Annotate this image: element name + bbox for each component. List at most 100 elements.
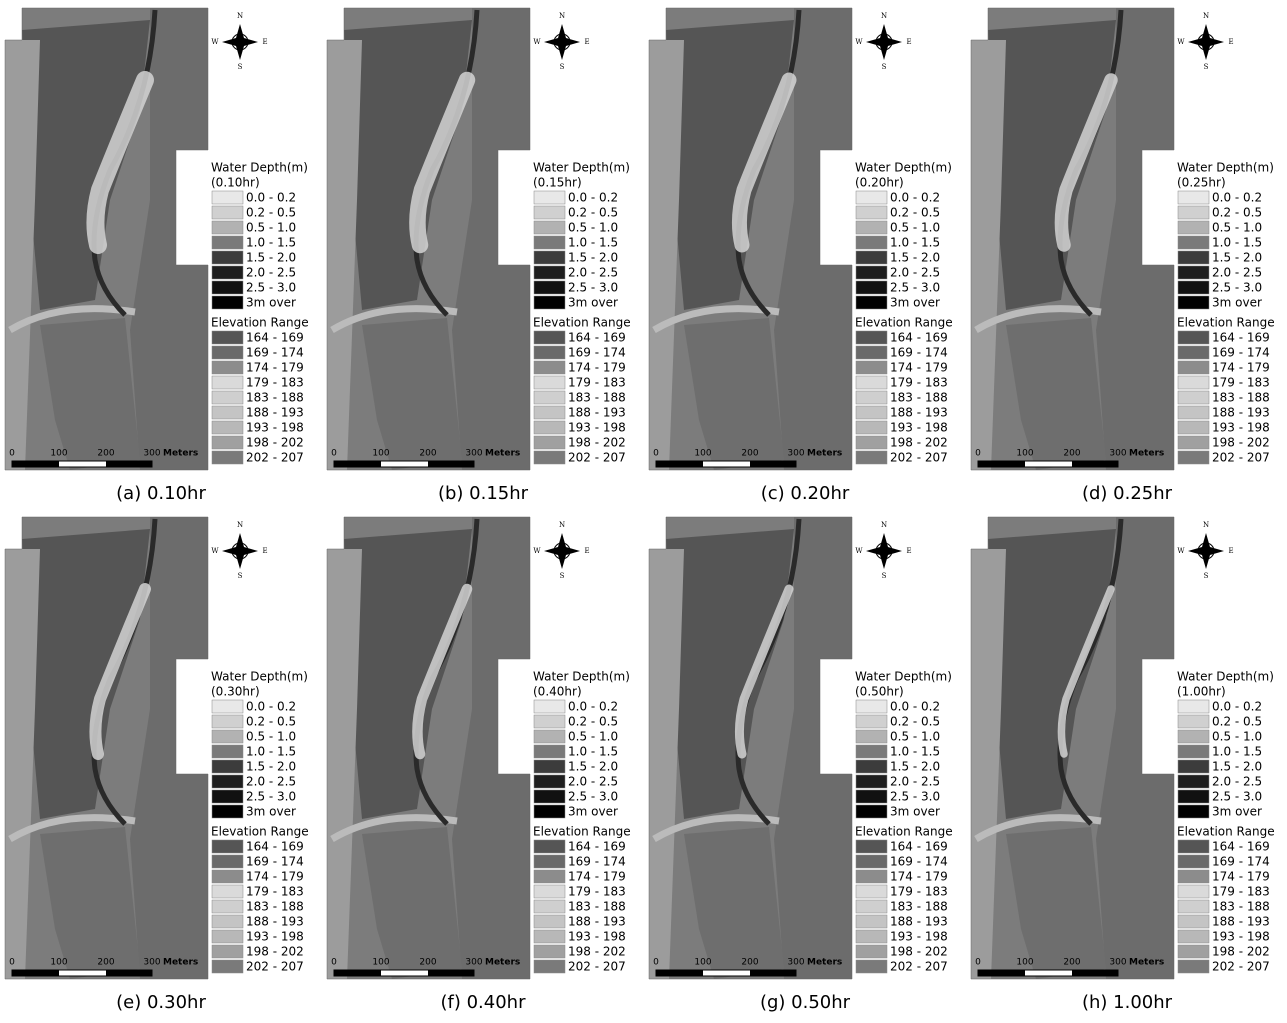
legend-label: 2.5 - 3.0 [890,790,940,804]
legend-label: 202 - 207 [568,960,626,974]
legend-swatch [212,206,243,219]
legend-label: 183 - 188 [568,391,626,405]
compass-star [866,533,902,569]
legend-label: 0.5 - 1.0 [568,730,618,744]
legend-label: 1.5 - 2.0 [246,760,296,774]
legend-swatch [856,885,887,898]
legend-swatch [212,700,243,713]
legend-label: 164 - 169 [568,331,626,345]
compass-letter: S [560,572,565,580]
legend-swatch [534,296,565,309]
scale-seg [656,970,703,976]
map [0,509,210,989]
legend-label: 183 - 188 [1212,391,1270,405]
legend-swatch [856,790,887,803]
legend-label: 1.0 - 1.5 [890,236,940,250]
legend-label: 1.0 - 1.5 [246,236,296,250]
legend-swatch [1178,885,1209,898]
legend-label: 0.2 - 0.5 [568,206,618,220]
legend-label: 188 - 193 [1212,915,1270,929]
scale-label: 200 [1063,449,1080,459]
legend-label: 0.2 - 0.5 [568,715,618,729]
legend-swatch [534,915,565,928]
legend-label: 198 - 202 [568,945,626,959]
legend-label: 179 - 183 [1212,885,1270,899]
legend-swatch [534,960,565,973]
legend-label: 2.0 - 2.5 [246,266,296,280]
legend-label: 174 - 179 [568,870,626,884]
scale-seg [334,970,381,976]
legend-swatch [212,760,243,773]
scale-label: 0 [653,449,659,459]
scale-label: 200 [97,449,114,459]
legend-swatch [534,346,565,359]
legend-swatch [534,715,565,728]
scale-seg [1072,461,1118,467]
legend-swatch [1178,915,1209,928]
legend-label: 164 - 169 [890,331,948,345]
scale-label: 100 [694,958,711,968]
legend-swatch [212,451,243,464]
map [966,509,1176,989]
legend-label: 1.0 - 1.5 [890,745,940,759]
legend-label: 193 - 198 [246,930,304,944]
scale-seg [106,970,152,976]
legend-swatch [1178,281,1209,294]
legend-title: Water Depth(m) [1177,161,1274,175]
legend-swatch [856,700,887,713]
legend-label: 183 - 188 [890,391,948,405]
legend-swatch [856,376,887,389]
legend-label: 0.0 - 0.2 [1212,700,1262,714]
legend-time: (1.00hr) [1177,685,1226,699]
legend-title: Water Depth(m) [533,670,630,684]
legend-swatch [534,885,565,898]
legend-swatch [856,730,887,743]
legend-swatch [1178,945,1209,958]
legend-swatch [1178,346,1209,359]
legend-title: Water Depth(m) [211,161,308,175]
legend-label: 174 - 179 [890,361,948,375]
legend-swatch [534,421,565,434]
scale-label: 200 [741,449,758,459]
map [322,509,532,989]
scale-label: 300 [143,449,160,459]
scale-unit: Meters [1129,449,1164,459]
legend-swatch [856,870,887,883]
legend-swatch [1178,251,1209,264]
legend-label: 0.0 - 0.2 [246,700,296,714]
legend-label: 0.5 - 1.0 [1212,730,1262,744]
legend-label: 2.5 - 3.0 [1212,281,1262,295]
legend-label: 0.5 - 1.0 [246,221,296,235]
legend-swatch [1178,960,1209,973]
scale-label: 200 [419,449,436,459]
legend-label: 198 - 202 [246,436,304,450]
scale-seg [12,970,59,976]
panel-caption: (c) 0.20hr [761,483,850,504]
legend-swatch [856,900,887,913]
panel: NSWE0100200300MetersWater Depth(m)(1.00h… [966,509,1275,1013]
legend-label: 179 - 183 [246,885,304,899]
compass-letter: S [882,63,887,71]
panel: NSWE0100200300MetersWater Depth(m)(0.15h… [322,0,631,504]
legend-swatch [1178,266,1209,279]
legend-label: 2.5 - 3.0 [568,281,618,295]
legend-label: 183 - 188 [568,900,626,914]
legend-label: 1.5 - 2.0 [246,251,296,265]
legend-label: 169 - 174 [246,346,304,360]
legend-label: 202 - 207 [568,451,626,465]
legend-title: Elevation Range [211,316,309,330]
legend-label: 193 - 198 [1212,421,1270,435]
compass-star [866,24,902,60]
scale-label: 300 [465,958,482,968]
scale-label: 100 [694,449,711,459]
legend-label: 1.5 - 2.0 [890,251,940,265]
legend-swatch [534,855,565,868]
compass-letter: E [262,547,267,555]
legend-swatch [856,296,887,309]
legend-swatch [856,930,887,943]
legend-swatch [534,236,565,249]
legend-swatch [1178,296,1209,309]
compass-letter: S [1204,572,1209,580]
panel-caption: (e) 0.30hr [116,992,206,1013]
legend-swatch [856,391,887,404]
